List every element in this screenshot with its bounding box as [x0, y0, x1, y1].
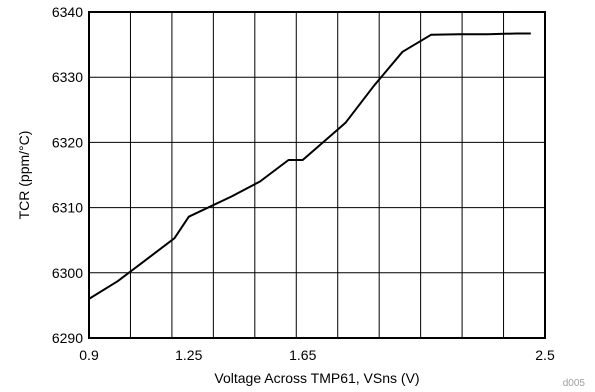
x-tick-label: 2.5 [535, 347, 555, 363]
grid-lines [89, 12, 545, 338]
y-tick-label: 6330 [52, 69, 83, 85]
x-tick-label: 1.65 [289, 347, 316, 363]
plot-frame [88, 11, 546, 339]
x-tick-label: 0.9 [79, 347, 99, 363]
x-axis-title: Voltage Across TMP61, VSns (V) [214, 370, 419, 386]
x-tick-labels: 0.9 1.25 1.65 2.5 [79, 347, 555, 363]
y-tick-label: 6290 [52, 330, 83, 346]
y-tick-label: 6320 [52, 134, 83, 150]
series-line [88, 32, 531, 300]
y-tick-label: 6340 [52, 4, 83, 20]
x-tick-label: 1.25 [175, 347, 202, 363]
figure-id-label: d005 [563, 378, 586, 389]
y-tick-label: 6310 [52, 200, 83, 216]
y-tick-labels: 6290 6300 6310 6320 6330 6340 [52, 4, 83, 346]
y-tick-label: 6300 [52, 265, 83, 281]
y-axis-title: TCR (ppm/°C) [16, 131, 32, 220]
series-layer [88, 32, 531, 300]
